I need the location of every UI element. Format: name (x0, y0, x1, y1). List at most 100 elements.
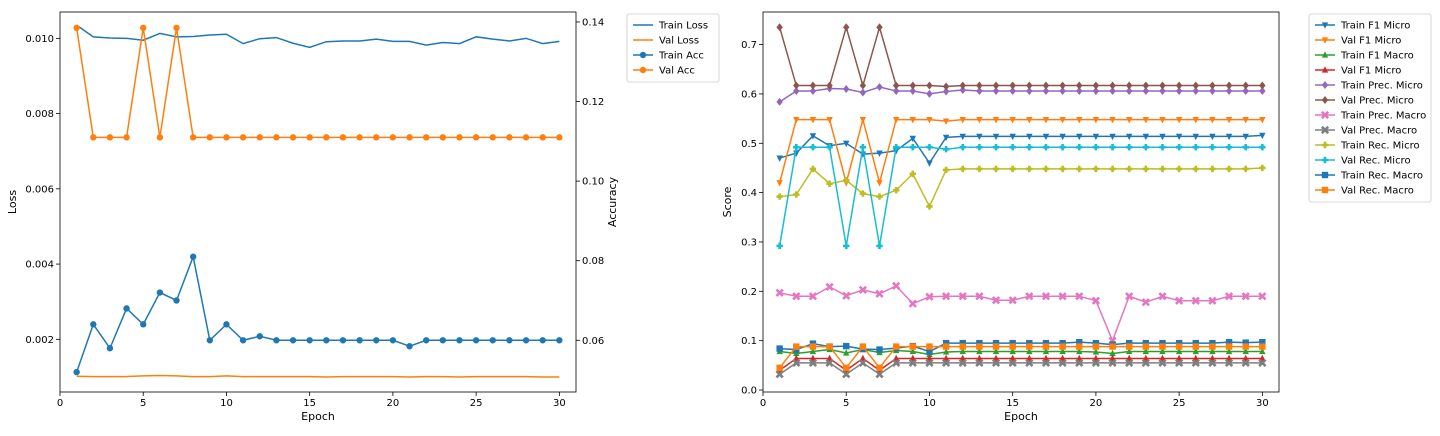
data-point (1076, 133, 1083, 141)
x-tick-label: 5 (140, 398, 146, 409)
data-point (959, 85, 966, 94)
data-point (992, 133, 1000, 141)
data-point (1076, 86, 1083, 95)
data-point (1175, 339, 1183, 347)
data-point (106, 134, 114, 141)
data-point (1192, 354, 1199, 362)
y-axis-label: Score (721, 186, 734, 217)
data-point (1192, 347, 1199, 355)
data-point (859, 354, 867, 362)
data-point (1059, 144, 1066, 151)
data-point (1175, 343, 1183, 350)
data-point (1092, 339, 1100, 347)
data-point (1076, 165, 1083, 173)
data-point (73, 24, 80, 32)
data-point (506, 337, 513, 344)
data-point (1009, 133, 1016, 141)
data-point (1092, 343, 1100, 350)
data-point (809, 133, 817, 140)
data-point (1026, 144, 1033, 151)
data-point (1225, 347, 1233, 355)
data-point (859, 144, 867, 151)
data-point (539, 337, 546, 344)
data-point (1159, 347, 1166, 355)
data-point (1041, 292, 1051, 301)
data-point (1092, 81, 1100, 90)
data-point (942, 348, 950, 355)
data-point (1191, 296, 1200, 305)
y-tick-label: 0.6 (741, 89, 757, 100)
data-point (842, 291, 851, 300)
data-point (1242, 81, 1249, 90)
data-point (1242, 165, 1249, 173)
data-point (1209, 144, 1216, 151)
data-point (1076, 81, 1083, 90)
data-point (1192, 116, 1199, 124)
data-point (556, 337, 563, 344)
data-point (1242, 116, 1249, 124)
data-point (1175, 354, 1183, 362)
data-point (506, 134, 513, 141)
data-point (140, 321, 147, 328)
data-point (842, 370, 851, 379)
data-point (1042, 86, 1050, 95)
x-tick-label: 15 (303, 398, 316, 409)
legend-marker (1321, 171, 1329, 179)
x-tick-label: 20 (387, 398, 400, 409)
data-point (1142, 165, 1150, 173)
data-point (1158, 358, 1167, 368)
data-point (793, 86, 800, 95)
y-tick-label: 0.002 (25, 335, 54, 346)
data-point (1059, 133, 1066, 141)
data-point (941, 292, 951, 301)
data-point (892, 116, 900, 124)
data-point (909, 86, 917, 95)
data-point (1142, 144, 1150, 151)
loss-accuracy-chart: 0 5 10 15 20 25 30 0.002 0.004 0.006 0.008 0.010 0.0… (6, 11, 720, 423)
data-point (826, 354, 833, 362)
data-point (942, 343, 950, 350)
data-point (1175, 144, 1183, 151)
data-point (1125, 347, 1133, 355)
data-point (1025, 358, 1034, 368)
data-point (892, 144, 900, 151)
data-point (1159, 86, 1166, 95)
data-point (439, 337, 447, 344)
data-point (909, 135, 917, 143)
data-point (843, 342, 850, 350)
data-point (1209, 133, 1216, 141)
data-point (189, 253, 197, 260)
data-point (223, 321, 230, 328)
data-point (90, 134, 97, 141)
data-point (909, 116, 917, 124)
data-point (1076, 347, 1083, 355)
series-line (76, 24, 560, 49)
data-point (926, 343, 933, 350)
data-point (1092, 144, 1100, 151)
data-point (808, 292, 818, 301)
data-point (323, 337, 330, 344)
data-point (1242, 339, 1249, 346)
data-point (439, 134, 447, 141)
data-point (1175, 116, 1183, 124)
data-point (1042, 339, 1050, 347)
data-point (876, 23, 883, 32)
data-point (976, 354, 983, 362)
series-line (779, 361, 1263, 376)
x-tick-label: 5 (843, 398, 849, 409)
data-point (1076, 338, 1083, 346)
data-point (976, 144, 983, 151)
data-point (925, 292, 934, 301)
data-point (1142, 343, 1150, 350)
data-point (976, 86, 983, 95)
data-point (776, 193, 783, 200)
data-point (239, 337, 247, 344)
legend-label: Train Prec. Micro (1340, 81, 1423, 92)
data-point (959, 165, 966, 173)
data-point (926, 354, 933, 362)
y-right-tick-label: 0.12 (582, 97, 604, 108)
y-tick-label: 0.0 (741, 386, 757, 397)
data-point (909, 144, 917, 151)
data-point (173, 297, 180, 304)
data-point (776, 180, 783, 187)
